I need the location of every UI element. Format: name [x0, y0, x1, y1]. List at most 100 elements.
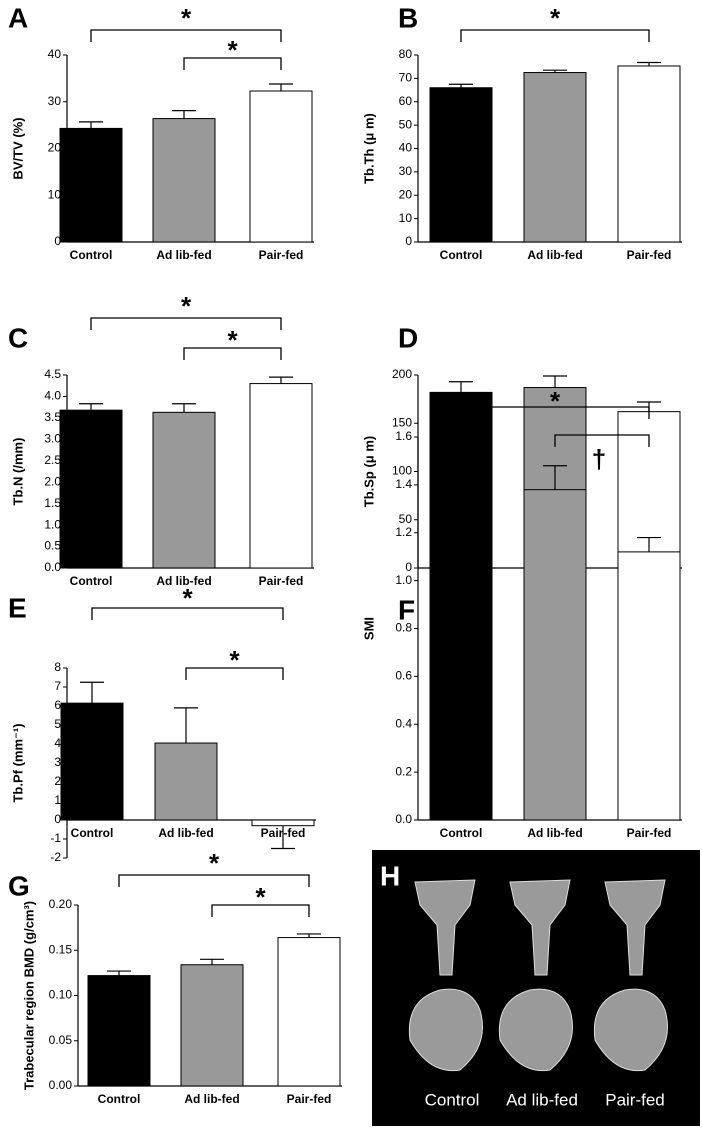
y-tick-label: 1 — [54, 793, 61, 807]
error-bar — [200, 958, 224, 965]
y-tick-label: 30 — [399, 164, 413, 178]
panel-letter: D — [398, 322, 418, 353]
panel-letter: H — [380, 860, 400, 891]
x-tick-label: Ad lib-fed — [156, 574, 211, 588]
significance-label: † — [592, 444, 606, 474]
y-tick-label: 1.5 — [44, 496, 61, 510]
y-tick-label: 0.00 — [49, 1078, 73, 1092]
y-tick-label: 2.0 — [44, 474, 61, 488]
y-tick-label: 3 — [54, 755, 61, 769]
y-tick-label: 5 — [54, 717, 61, 731]
y-tick-label: 4 — [54, 736, 61, 750]
x-tick-label: Pair-fed — [259, 248, 304, 262]
error-bar — [79, 403, 103, 411]
y-axis-label: Tb.Sp (μ m) — [361, 436, 376, 508]
error-bar — [543, 465, 567, 490]
bar — [152, 118, 216, 243]
significance-bracket — [554, 434, 650, 447]
bar — [87, 975, 151, 1087]
significance-label: * — [182, 583, 193, 613]
bar — [429, 87, 493, 243]
y-tick-label: 150 — [392, 415, 412, 429]
y-tick-label: 0.15 — [49, 942, 73, 956]
error-bar — [172, 110, 196, 119]
significance-bracket — [183, 57, 282, 70]
bar — [277, 937, 341, 1087]
y-tick-label: 3.0 — [44, 432, 61, 446]
y-axis-label: Tb.N (/mm) — [10, 438, 25, 506]
significance-label: * — [255, 882, 266, 912]
x-tick-label: Pair-fed — [627, 826, 672, 840]
bar — [180, 964, 244, 1087]
y-axis-label: Trabecular region BMD (g/cm³) — [21, 901, 36, 1090]
y-tick-label: 0 — [54, 812, 61, 826]
bar — [249, 90, 313, 243]
significance-label: * — [181, 3, 192, 33]
x-tick-label: Control — [70, 248, 113, 262]
significance-label: * — [550, 3, 561, 33]
significance-label: * — [209, 848, 220, 878]
bar — [523, 72, 587, 243]
error-bar — [172, 403, 196, 413]
error-bar — [269, 376, 293, 384]
y-tick-label: 1.6 — [395, 429, 412, 443]
y-tick-label: 200 — [392, 367, 412, 381]
error-bar — [449, 448, 473, 473]
significance-label: * — [227, 325, 238, 355]
bar — [60, 702, 124, 821]
y-axis-label: Tb.Th (μ m) — [361, 113, 376, 184]
y-tick-label: 0.4 — [395, 716, 412, 730]
significance-bracket — [91, 607, 284, 620]
significance-label: * — [550, 386, 561, 416]
y-axis-label: Tb.Pf (mm⁻¹) — [10, 723, 25, 802]
x-tick-label: Pair-fed — [259, 574, 304, 588]
x-tick-label: Pair-fed — [287, 1092, 332, 1106]
significance-label: * — [227, 35, 238, 65]
y-tick-label: 2 — [54, 774, 61, 788]
y-tick-label: 8 — [54, 660, 61, 674]
significance-bracket — [90, 29, 282, 42]
panel-letter: F — [398, 594, 415, 625]
y-tick-label: 0.6 — [395, 669, 412, 683]
y-axis-label: SMI — [361, 617, 376, 640]
significance-label: * — [181, 291, 192, 321]
error-bar — [637, 61, 661, 66]
y-tick-label: 40 — [48, 47, 62, 61]
significance-bracket — [460, 406, 650, 419]
panel-letter: B — [398, 2, 418, 33]
y-tick-label: 100 — [392, 464, 412, 478]
y-tick-label: 70 — [399, 71, 413, 85]
y-tick-label: 0.20 — [49, 897, 73, 911]
bar — [617, 65, 681, 243]
bar — [59, 127, 123, 243]
bar — [152, 411, 216, 569]
y-tick-label: 0.05 — [49, 1033, 73, 1047]
y-tick-label: 0.0 — [395, 812, 412, 826]
y-tick-label: 10 — [399, 211, 413, 225]
x-tick-label: Control — [71, 826, 114, 840]
y-tick-label: -2 — [50, 850, 61, 864]
x-tick-label: Ad lib-fed — [527, 826, 582, 840]
y-tick-label: 1.2 — [395, 525, 412, 539]
y-tick-label: 0.10 — [49, 988, 73, 1002]
x-tick-label: Control — [70, 574, 113, 588]
x-tick-label: Ad lib-fed — [156, 248, 211, 262]
bar — [429, 472, 493, 821]
error-bar — [449, 381, 473, 393]
image-label: Pair-fed — [605, 1090, 665, 1109]
y-tick-label: 3.5 — [44, 410, 61, 424]
x-tick-label: Ad lib-fed — [184, 1092, 239, 1106]
significance-bracket — [460, 29, 650, 42]
y-tick-label: 20 — [399, 187, 413, 201]
y-tick-label: 20 — [48, 141, 62, 155]
error-bar — [107, 970, 131, 976]
significance-bracket — [211, 904, 310, 917]
image-panel: H Control Ad lib-fed Pair-fed — [372, 850, 700, 1126]
y-tick-label: 80 — [399, 47, 413, 61]
x-tick-label: Pair-fed — [261, 826, 306, 840]
bar — [523, 489, 587, 821]
y-tick-label: 0 — [54, 234, 61, 248]
bar — [251, 819, 315, 827]
y-tick-label: 4.5 — [44, 367, 61, 381]
bar — [249, 383, 313, 569]
